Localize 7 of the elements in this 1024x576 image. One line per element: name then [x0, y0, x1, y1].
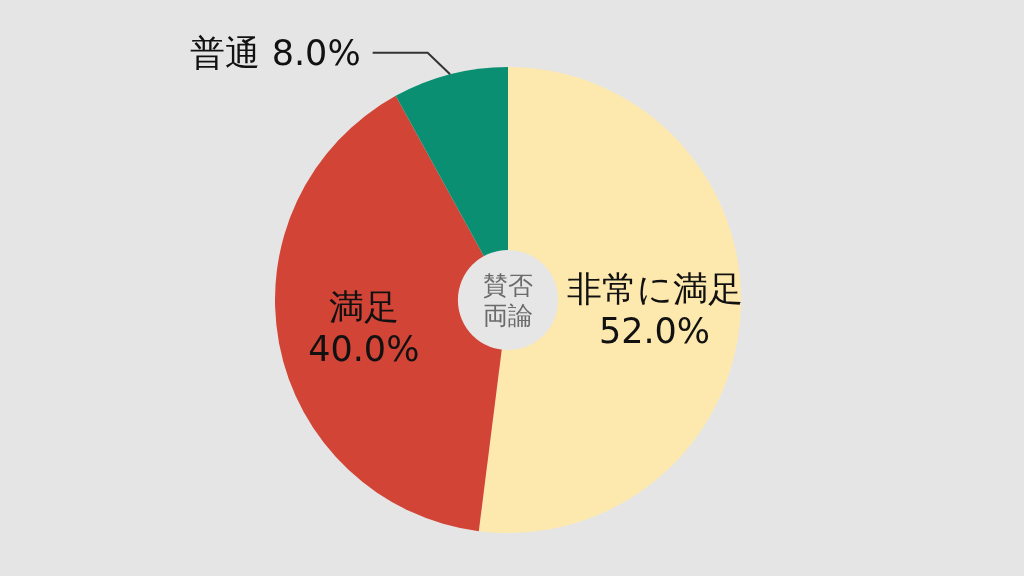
slice-label: 非常に満足: [566, 268, 743, 309]
data-label: 40.0%: [308, 329, 420, 370]
data-label: 8.0%: [271, 33, 361, 74]
data-label: 52.0%: [598, 310, 711, 351]
slice-label: 満足: [328, 287, 399, 328]
slice-label: 普通: [189, 33, 260, 74]
text: 賛否両論: [483, 271, 533, 330]
